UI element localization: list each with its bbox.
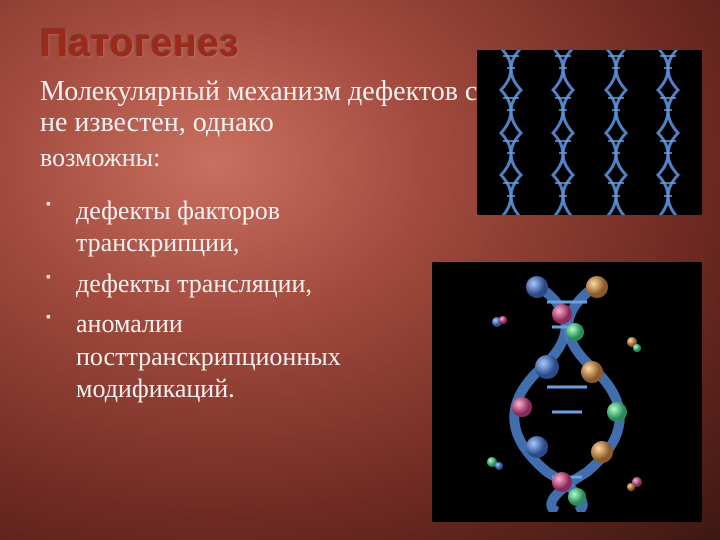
bullet-text: аномалии посттранскрипционных модификаци… [76, 309, 341, 403]
helix-icon [595, 50, 637, 215]
dna-helix-spheres [432, 262, 702, 522]
dna-image-bottom [432, 262, 702, 522]
bullet-text: дефекты факторов транскрипции, [76, 196, 280, 258]
helix-icon [542, 50, 584, 215]
helix-icon [647, 50, 689, 215]
dna-helix-array [477, 50, 702, 215]
helix-icon [490, 50, 532, 215]
bullet-item: дефекты трансляции, [40, 268, 410, 301]
bullet-item: аномалии посттранскрипционных модификаци… [40, 308, 410, 406]
bullet-text: дефекты трансляции, [76, 269, 312, 298]
dna-image-top [477, 50, 702, 215]
slide-container: Патогенез Молекулярный механизм дефектов… [0, 0, 720, 540]
bullet-list: дефекты факторов транскрипции, дефекты т… [40, 195, 410, 406]
bullet-item: дефекты факторов транскрипции, [40, 195, 410, 260]
